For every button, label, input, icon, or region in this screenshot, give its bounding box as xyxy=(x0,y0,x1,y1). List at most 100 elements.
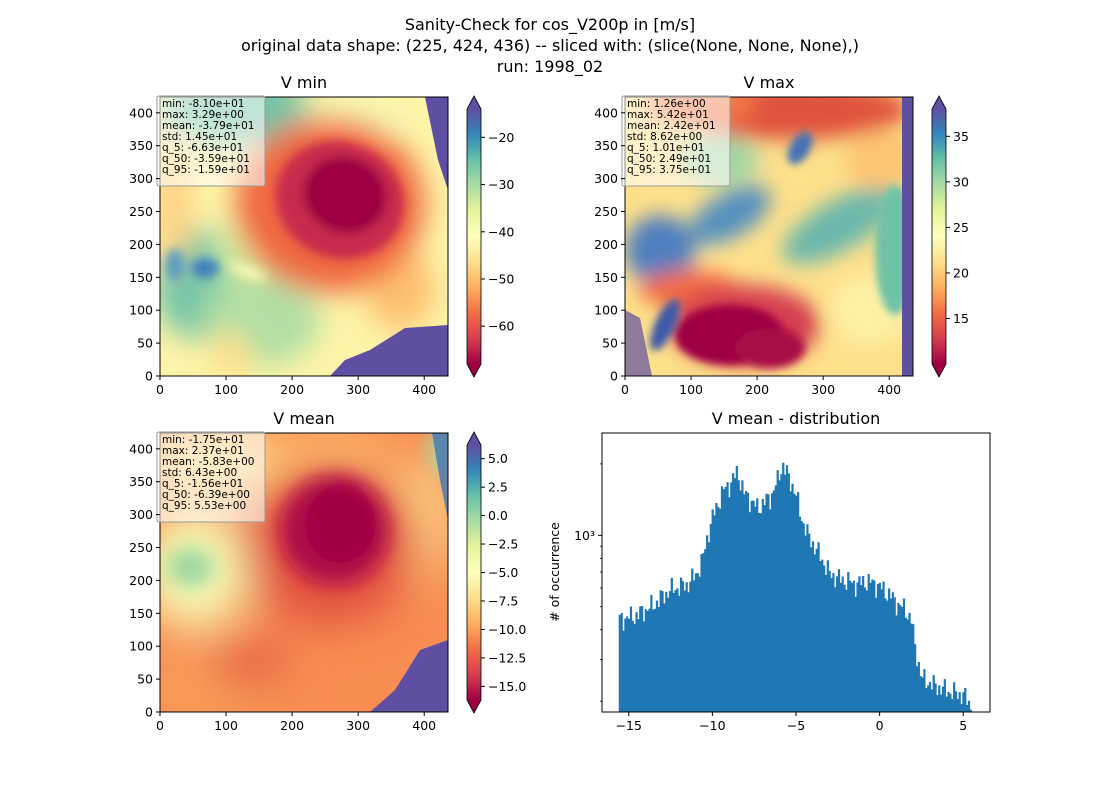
vmin-colorbar: −60 −50 −40 −30 −20 xyxy=(466,95,514,378)
histogram-bar xyxy=(652,609,655,712)
colorbar-tick-label: −20 xyxy=(488,130,514,145)
vmean-stat-std: std: 6.43e+00 xyxy=(162,467,237,479)
histogram-bar xyxy=(953,682,956,712)
distribution-bars xyxy=(618,462,972,712)
x-tick-label: 200 xyxy=(280,382,304,397)
histogram-bar xyxy=(826,560,829,712)
histogram-bar xyxy=(956,698,959,712)
y-tick-label: 250 xyxy=(129,204,153,219)
vmean-stat-max: max: 2.37e+01 xyxy=(162,445,244,457)
vmax-stat-std: std: 8.62e+00 xyxy=(627,131,702,143)
histogram-bar xyxy=(834,587,837,712)
histogram-bar xyxy=(631,620,634,712)
vmax-panel: V max xyxy=(594,73,969,397)
histogram-bar xyxy=(873,580,876,712)
histogram-bar xyxy=(828,570,831,712)
histogram-bar xyxy=(850,582,854,712)
vmean-field xyxy=(160,433,448,712)
histogram-bar xyxy=(672,592,675,712)
histogram-bar xyxy=(685,582,688,712)
histogram-bar xyxy=(654,608,657,712)
colorbar-tick-label: 15 xyxy=(953,311,969,326)
distribution-panel: V mean - distribution −15 −10 −5 0 5 10³ # o… xyxy=(547,409,991,733)
histogram-bar xyxy=(871,579,874,712)
histogram-bar xyxy=(743,494,746,712)
histogram-bar xyxy=(954,691,958,712)
x-tick-label: 0 xyxy=(156,382,164,397)
histogram-bar xyxy=(912,624,915,712)
vmin-y-axis: 0 50 100 150 200 250 300 350 400 xyxy=(129,105,160,384)
histogram-bar xyxy=(780,474,783,712)
histogram-bar xyxy=(927,685,930,712)
histogram-bar xyxy=(806,524,809,712)
colorbar-tick-label: 2.5 xyxy=(488,480,508,495)
colorbar-tick-label: −50 xyxy=(488,272,514,287)
histogram-bar xyxy=(772,490,776,712)
vmin-stat-max: max: 3.29e+00 xyxy=(162,109,244,121)
vmax-stat-q95: q_95: 3.75e+01 xyxy=(627,164,711,176)
histogram-bar xyxy=(707,542,711,712)
vmean-stat-q50: q_50: -6.39e+00 xyxy=(162,489,250,501)
colorbar-tick-label: −2.5 xyxy=(488,537,518,552)
y-tick-label: 400 xyxy=(594,105,618,120)
x-tick-label: 400 xyxy=(877,382,901,397)
colorbar-tick-label: −7.5 xyxy=(488,593,518,608)
histogram-bar xyxy=(941,686,945,712)
histogram-bar xyxy=(735,465,738,712)
vmin-stat-q5: q_5: -6.63e+01 xyxy=(162,142,243,154)
histogram-bar xyxy=(932,675,935,712)
vmean-stat-q5: q_5: -1.56e+01 xyxy=(162,478,243,490)
histogram-bar xyxy=(837,569,841,712)
vmean-stat-mean: mean: -5.83e+00 xyxy=(162,456,254,468)
histogram-bar xyxy=(895,615,898,712)
histogram-bar xyxy=(808,533,811,712)
vmean-panel: V mean min: -1.75e xyxy=(129,409,526,733)
histogram-bar xyxy=(709,523,712,712)
y-tick-label: 400 xyxy=(129,105,153,120)
x-tick-label: 300 xyxy=(346,718,370,733)
histogram-bar xyxy=(746,492,750,712)
histogram-bar xyxy=(667,597,670,712)
figure-title-line-3: run: 1998_02 xyxy=(497,57,603,77)
histogram-bar xyxy=(811,541,815,712)
histogram-bar xyxy=(847,572,850,712)
distribution-ylabel: # of occurrence xyxy=(547,522,562,622)
histogram-bar xyxy=(626,616,629,712)
y-tick-label: 0 xyxy=(610,369,618,384)
histogram-bar xyxy=(845,589,848,712)
histogram-bar xyxy=(867,574,870,712)
histogram-bar xyxy=(836,576,839,712)
histogram-bar xyxy=(869,582,872,712)
x-tick-label: −10 xyxy=(699,718,725,733)
histogram-bar xyxy=(810,547,813,712)
histogram-bar xyxy=(908,612,911,712)
histogram-bar xyxy=(904,617,907,712)
figure-title-line-2: original data shape: (225, 424, 436) -- … xyxy=(241,36,859,55)
y-tick-label: 300 xyxy=(129,171,153,186)
histogram-bar xyxy=(843,584,846,712)
histogram-bar xyxy=(696,573,699,712)
histogram-bar xyxy=(724,486,727,712)
vmin-stat-q95: q_95: -1.59e+01 xyxy=(162,164,250,176)
histogram-bar xyxy=(756,498,759,712)
y-tick-label: 50 xyxy=(602,336,618,351)
histogram-bar xyxy=(949,693,952,712)
vmean-y-axis: 0 50 100 150 200 250 300 350 400 xyxy=(129,441,160,720)
colorbar-tick-label: 20 xyxy=(953,265,969,280)
vmin-stat-q50: q_50: -3.59e+01 xyxy=(162,153,250,165)
colorbar-tick-label: −30 xyxy=(488,177,514,192)
histogram-bar xyxy=(951,699,954,712)
histogram-bar xyxy=(884,598,887,712)
histogram-bar xyxy=(706,535,709,712)
histogram-bar xyxy=(802,523,805,712)
histogram-bar xyxy=(940,694,943,712)
colorbar-tick-label: −12.5 xyxy=(488,650,526,665)
histogram-bar xyxy=(958,692,961,712)
histogram-bar xyxy=(880,589,883,712)
colorbar-tick-label: 0.0 xyxy=(488,508,508,523)
y-tick-label: 200 xyxy=(129,573,153,588)
histogram-bar xyxy=(763,505,766,712)
histogram-bar xyxy=(767,494,770,712)
histogram-bar xyxy=(915,666,919,712)
